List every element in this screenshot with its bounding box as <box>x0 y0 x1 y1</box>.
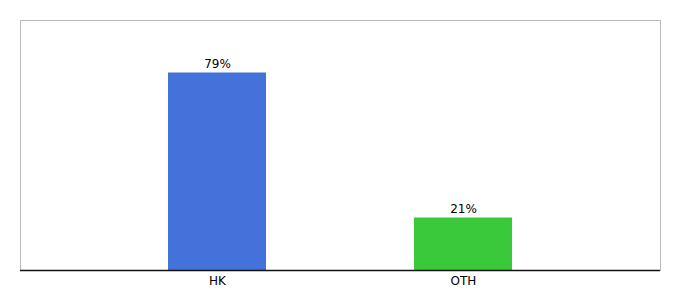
svg-text:OTH: OTH <box>451 274 477 288</box>
svg-text:21%: 21% <box>450 202 477 216</box>
svg-text:HK: HK <box>209 274 227 288</box>
svg-text:79%: 79% <box>204 57 231 71</box>
